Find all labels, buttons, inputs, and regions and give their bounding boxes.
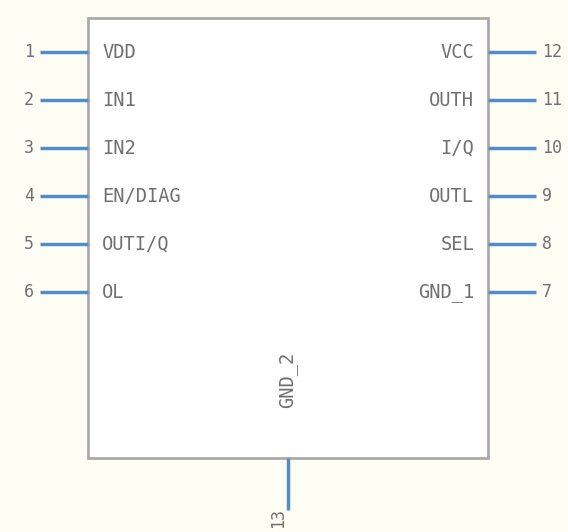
Text: 2: 2 [24, 91, 34, 109]
Text: OL: OL [102, 282, 124, 302]
Text: GND_1: GND_1 [417, 282, 474, 302]
Text: 12: 12 [542, 43, 562, 61]
Text: 11: 11 [542, 91, 562, 109]
Text: GND_2: GND_2 [278, 352, 298, 408]
Text: 13: 13 [269, 508, 287, 528]
Text: 5: 5 [24, 235, 34, 253]
Text: 3: 3 [24, 139, 34, 157]
Bar [88, 18, 488, 458]
Text: OUTH: OUTH [429, 90, 474, 110]
Text: SEL: SEL [440, 235, 474, 254]
Text: VCC: VCC [440, 43, 474, 62]
Text: OUTL: OUTL [429, 187, 474, 205]
Text: 10: 10 [542, 139, 562, 157]
Text: IN1: IN1 [102, 90, 136, 110]
Text: 6: 6 [24, 283, 34, 301]
Text: OUTI/Q: OUTI/Q [102, 235, 169, 254]
Text: EN/DIAG: EN/DIAG [102, 187, 181, 205]
Text: 8: 8 [542, 235, 552, 253]
Text: I/Q: I/Q [440, 138, 474, 157]
Text: 1: 1 [24, 43, 34, 61]
Text: VDD: VDD [102, 43, 136, 62]
Text: 9: 9 [542, 187, 552, 205]
Text: 4: 4 [24, 187, 34, 205]
Text: 7: 7 [542, 283, 552, 301]
Text: IN2: IN2 [102, 138, 136, 157]
